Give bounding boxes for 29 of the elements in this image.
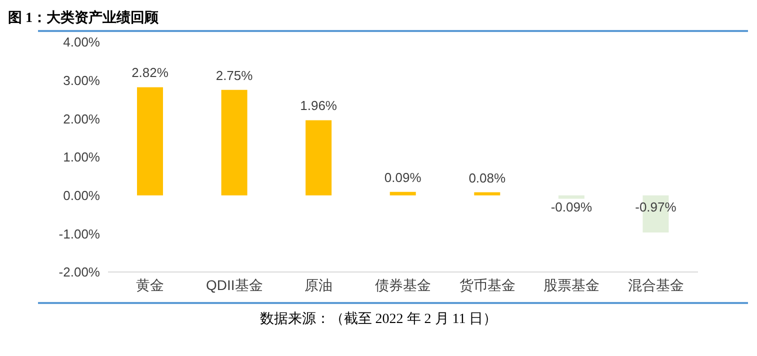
y-tick-label: -2.00%: [58, 264, 100, 280]
y-tick-label: 0.00%: [63, 188, 100, 203]
y-tick-label: 4.00%: [63, 34, 100, 50]
data-label: 0.09%: [384, 170, 422, 185]
x-tick-label: 债券基金: [375, 276, 431, 293]
bar: [137, 87, 163, 196]
x-tick-label: 原油: [304, 276, 333, 293]
x-tick-label: 货币基金: [459, 276, 516, 293]
data-label: -0.97%: [635, 199, 677, 214]
bar: [221, 90, 248, 196]
y-tick-label: 2.00%: [63, 111, 100, 126]
x-tick-label: 股票基金: [544, 276, 600, 293]
data-label: -0.09%: [550, 199, 592, 214]
bar: [306, 120, 332, 196]
y-tick-label: 1.00%: [63, 150, 100, 165]
bar: [474, 192, 500, 196]
data-label: 2.82%: [132, 65, 169, 80]
bar: [558, 195, 584, 199]
data-label: 0.08%: [468, 170, 506, 186]
data-label: 1.96%: [300, 98, 338, 114]
chart-title: 图 1：大类资产业绩回顾: [8, 9, 160, 28]
source-note: 数据来源：（截至 2022 年 2 月 11 日）: [258, 310, 498, 328]
x-tick-label: QDII基金: [206, 276, 263, 293]
x-tick-label: 混合基金: [628, 276, 684, 293]
data-label: 2.75%: [216, 68, 254, 83]
y-tick-label: -1.00%: [58, 226, 100, 242]
bar: [390, 192, 416, 196]
x-tick-label: 黄金: [136, 276, 164, 293]
y-tick-label: 3.00%: [63, 72, 100, 88]
